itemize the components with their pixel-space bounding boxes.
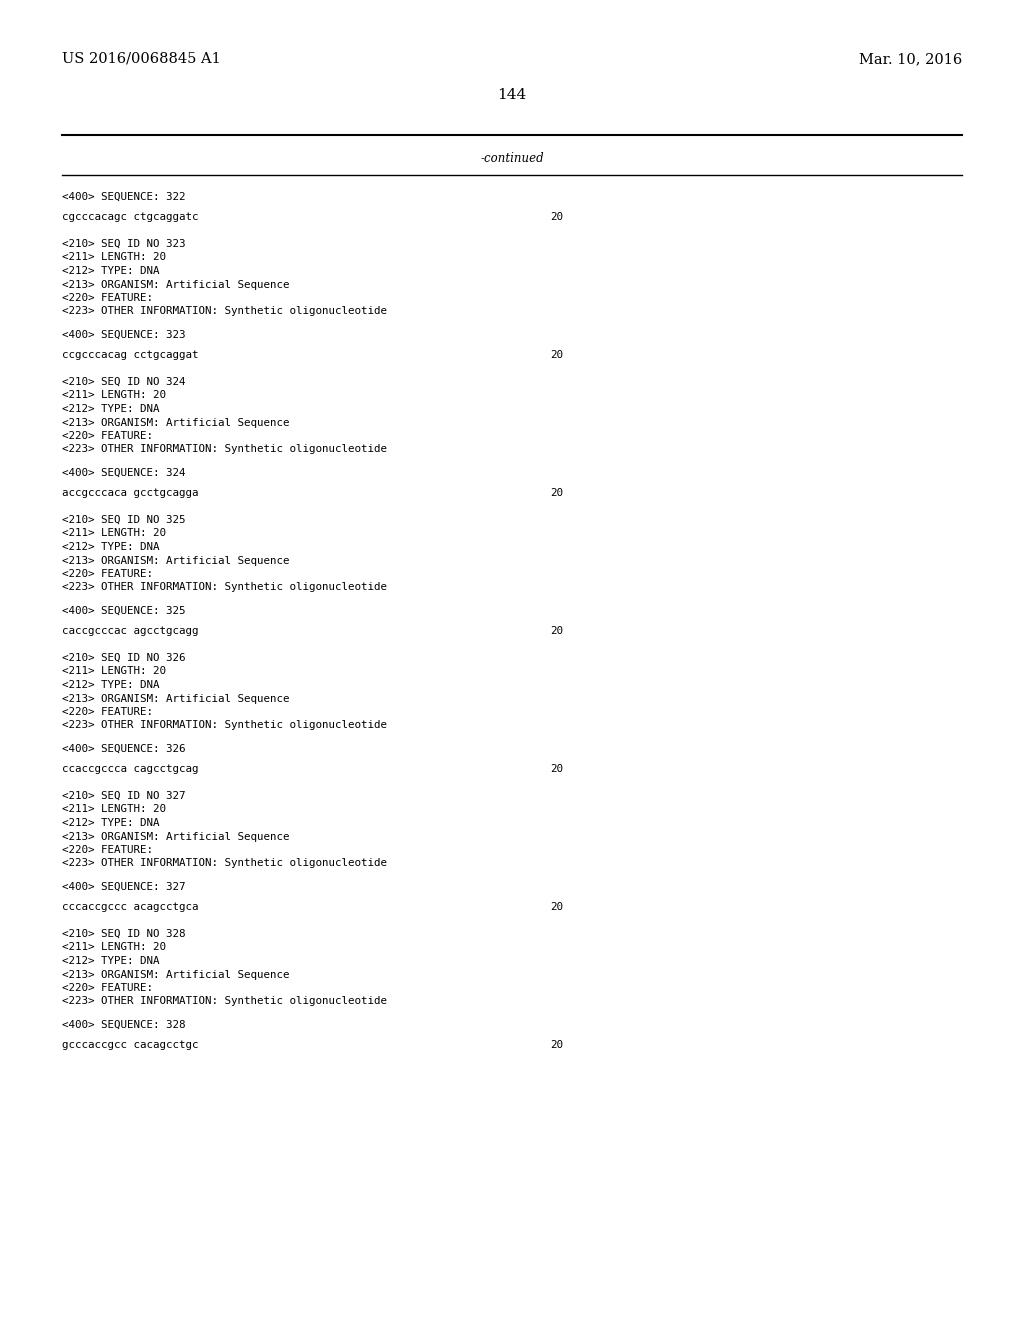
- Text: <212> TYPE: DNA: <212> TYPE: DNA: [62, 267, 160, 276]
- Text: <210> SEQ ID NO 323: <210> SEQ ID NO 323: [62, 239, 185, 249]
- Text: <220> FEATURE:: <220> FEATURE:: [62, 293, 153, 304]
- Text: <220> FEATURE:: <220> FEATURE:: [62, 708, 153, 717]
- Text: <400> SEQUENCE: 327: <400> SEQUENCE: 327: [62, 882, 185, 892]
- Text: 20: 20: [550, 487, 563, 498]
- Text: <212> TYPE: DNA: <212> TYPE: DNA: [62, 543, 160, 552]
- Text: <223> OTHER INFORMATION: Synthetic oligonucleotide: <223> OTHER INFORMATION: Synthetic oligo…: [62, 858, 387, 869]
- Text: <212> TYPE: DNA: <212> TYPE: DNA: [62, 404, 160, 414]
- Text: ccgcccacag cctgcaggat: ccgcccacag cctgcaggat: [62, 350, 199, 359]
- Text: <223> OTHER INFORMATION: Synthetic oligonucleotide: <223> OTHER INFORMATION: Synthetic oligo…: [62, 445, 387, 454]
- Text: ccaccgccca cagcctgcag: ccaccgccca cagcctgcag: [62, 763, 199, 774]
- Text: <400> SEQUENCE: 328: <400> SEQUENCE: 328: [62, 1020, 185, 1030]
- Text: <400> SEQUENCE: 324: <400> SEQUENCE: 324: [62, 469, 185, 478]
- Text: <210> SEQ ID NO 328: <210> SEQ ID NO 328: [62, 929, 185, 939]
- Text: 20: 20: [550, 626, 563, 635]
- Text: <213> ORGANISM: Artificial Sequence: <213> ORGANISM: Artificial Sequence: [62, 969, 290, 979]
- Text: 20: 20: [550, 350, 563, 359]
- Text: <212> TYPE: DNA: <212> TYPE: DNA: [62, 680, 160, 690]
- Text: <211> LENGTH: 20: <211> LENGTH: 20: [62, 667, 166, 676]
- Text: <400> SEQUENCE: 323: <400> SEQUENCE: 323: [62, 330, 185, 341]
- Text: <213> ORGANISM: Artificial Sequence: <213> ORGANISM: Artificial Sequence: [62, 693, 290, 704]
- Text: <210> SEQ ID NO 326: <210> SEQ ID NO 326: [62, 653, 185, 663]
- Text: <400> SEQUENCE: 325: <400> SEQUENCE: 325: [62, 606, 185, 616]
- Text: caccgcccac agcctgcagg: caccgcccac agcctgcagg: [62, 626, 199, 635]
- Text: <211> LENGTH: 20: <211> LENGTH: 20: [62, 252, 166, 263]
- Text: gcccaccgcc cacagcctgc: gcccaccgcc cacagcctgc: [62, 1040, 199, 1049]
- Text: 144: 144: [498, 88, 526, 102]
- Text: <223> OTHER INFORMATION: Synthetic oligonucleotide: <223> OTHER INFORMATION: Synthetic oligo…: [62, 997, 387, 1006]
- Text: accgcccaca gcctgcagga: accgcccaca gcctgcagga: [62, 487, 199, 498]
- Text: <211> LENGTH: 20: <211> LENGTH: 20: [62, 942, 166, 953]
- Text: 20: 20: [550, 211, 563, 222]
- Text: <220> FEATURE:: <220> FEATURE:: [62, 569, 153, 579]
- Text: US 2016/0068845 A1: US 2016/0068845 A1: [62, 51, 221, 66]
- Text: <213> ORGANISM: Artificial Sequence: <213> ORGANISM: Artificial Sequence: [62, 832, 290, 842]
- Text: <400> SEQUENCE: 322: <400> SEQUENCE: 322: [62, 191, 185, 202]
- Text: <213> ORGANISM: Artificial Sequence: <213> ORGANISM: Artificial Sequence: [62, 280, 290, 289]
- Text: <212> TYPE: DNA: <212> TYPE: DNA: [62, 956, 160, 966]
- Text: Mar. 10, 2016: Mar. 10, 2016: [859, 51, 962, 66]
- Text: cgcccacagc ctgcaggatc: cgcccacagc ctgcaggatc: [62, 211, 199, 222]
- Text: <220> FEATURE:: <220> FEATURE:: [62, 432, 153, 441]
- Text: <211> LENGTH: 20: <211> LENGTH: 20: [62, 391, 166, 400]
- Text: <211> LENGTH: 20: <211> LENGTH: 20: [62, 528, 166, 539]
- Text: <400> SEQUENCE: 326: <400> SEQUENCE: 326: [62, 744, 185, 754]
- Text: <213> ORGANISM: Artificial Sequence: <213> ORGANISM: Artificial Sequence: [62, 417, 290, 428]
- Text: 20: 20: [550, 1040, 563, 1049]
- Text: <223> OTHER INFORMATION: Synthetic oligonucleotide: <223> OTHER INFORMATION: Synthetic oligo…: [62, 306, 387, 317]
- Text: <213> ORGANISM: Artificial Sequence: <213> ORGANISM: Artificial Sequence: [62, 556, 290, 565]
- Text: 20: 20: [550, 902, 563, 912]
- Text: <212> TYPE: DNA: <212> TYPE: DNA: [62, 818, 160, 828]
- Text: -continued: -continued: [480, 152, 544, 165]
- Text: <223> OTHER INFORMATION: Synthetic oligonucleotide: <223> OTHER INFORMATION: Synthetic oligo…: [62, 721, 387, 730]
- Text: <220> FEATURE:: <220> FEATURE:: [62, 845, 153, 855]
- Text: <220> FEATURE:: <220> FEATURE:: [62, 983, 153, 993]
- Text: <210> SEQ ID NO 325: <210> SEQ ID NO 325: [62, 515, 185, 525]
- Text: <210> SEQ ID NO 324: <210> SEQ ID NO 324: [62, 378, 185, 387]
- Text: <211> LENGTH: 20: <211> LENGTH: 20: [62, 804, 166, 814]
- Text: <210> SEQ ID NO 327: <210> SEQ ID NO 327: [62, 791, 185, 801]
- Text: cccaccgccc acagcctgca: cccaccgccc acagcctgca: [62, 902, 199, 912]
- Text: 20: 20: [550, 763, 563, 774]
- Text: <223> OTHER INFORMATION: Synthetic oligonucleotide: <223> OTHER INFORMATION: Synthetic oligo…: [62, 582, 387, 593]
